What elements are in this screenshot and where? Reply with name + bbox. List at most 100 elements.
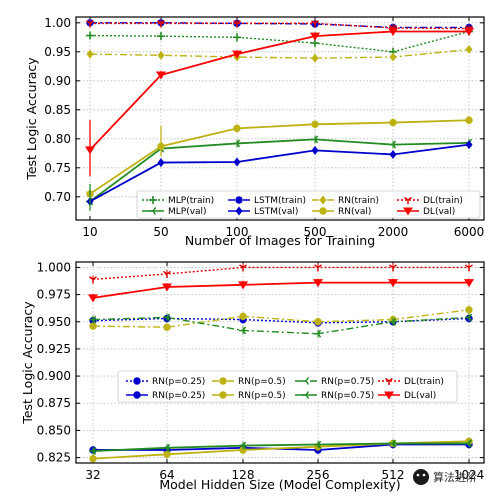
data-point [88,294,98,303]
y-tick-label: 0.80 [44,132,71,146]
y-tick-label: 0.925 [37,342,71,356]
legend-swatch-marker [149,207,157,215]
data-point [310,32,320,41]
legend-entry: DL(train) [378,377,444,387]
data-point [389,317,397,326]
panel-training-size: 0.70 0.75 0.80 0.85 0.90 0.95 1.00 10 50 100 500 20… [24,16,485,248]
legend-label: DL(val) [423,207,455,217]
legend-swatch-marker [404,196,412,204]
legend-swatch-marker [302,377,310,385]
data-point [314,318,322,326]
legend: MLP(train)MLP(val) LSTM(train)LSTM(val) RN… [136,190,481,219]
data-point [163,443,171,452]
data-point [389,149,397,159]
legend-entry: DL(val) [378,391,436,401]
series-line [90,22,470,30]
series-line [89,30,470,53]
data-point [465,140,473,150]
series-lstm-val- [86,140,473,206]
wechat-icon-eye-right [422,473,426,477]
data-point [389,264,397,272]
x-tick-label: 512 [382,468,405,482]
data-point [464,279,474,288]
data-point [311,135,319,144]
series-line [92,281,469,299]
wechat-icon [413,469,429,485]
legend-swatch-marker [149,196,157,204]
series-line [89,119,470,195]
series-rn-p-0-75- [89,439,473,456]
data-point [239,264,247,272]
data-point [239,326,247,335]
x-tick-label: 32 [85,468,100,482]
data-point [464,28,474,36]
series-line [89,143,470,203]
legend-entry: RN(val) [312,207,371,217]
legend-label: RN(p=0.25) [152,391,205,401]
legend-label: DL(train) [423,196,463,206]
data-point [157,50,165,60]
legend-swatch-marker [384,391,394,400]
x-tick-label: 1024 [454,468,485,482]
data-point [313,279,323,288]
data-point [156,71,166,80]
y-tick-label: 1.000 [37,260,71,274]
data-point [388,28,398,36]
axes-frame [75,16,485,221]
axes-frame [75,261,485,464]
data-point [89,276,97,284]
legend-entry: LSTM(train) [228,196,306,206]
legend-swatch-marker [302,391,310,399]
data-point [163,313,171,322]
data-point [465,313,473,322]
data-point [389,52,397,62]
data-point [465,264,473,272]
legend-entry: RN(train) [312,195,379,206]
series-rn-p-0-25- [89,314,473,327]
series-rn-p-0-75- [89,313,473,338]
panel-hidden-size: 0.825 0.850 0.875 0.900 0.925 0.950 0.975 1.000… [20,260,485,492]
legend-label: RN(p=0.75) [321,391,374,401]
legend-label: RN(p=0.75) [321,377,374,387]
legend-entry: DL(train) [397,196,463,206]
series-lstm-train- [86,18,473,32]
data-point [311,145,319,155]
legend-entry: RN(p=0.75) [295,391,374,401]
y-tick-label: 0.900 [37,369,71,383]
data-point [86,49,94,59]
legend-label: RN(p=0.5) [238,391,286,401]
series-line [92,266,469,281]
data-point [157,32,165,41]
y-tick-label: 0.825 [37,451,71,465]
data-point [314,264,322,272]
legend-label: RN(p=0.5) [238,377,286,387]
legend-label: RN(train) [338,196,379,206]
data-point [311,53,319,63]
series-rn-p-0-5- [89,305,473,332]
data-point [465,116,473,124]
data-point [157,20,165,28]
legend-box [117,370,458,403]
data-point [389,439,397,448]
series-line [92,317,470,324]
data-point [314,440,322,449]
series-rn-val- [86,116,473,198]
legend-entry: DL(val) [397,207,455,217]
data-point [89,322,97,330]
x-axis-label: Model Hidden Size (Model Complexity) [159,477,400,492]
y-tick-label: 0.875 [37,396,71,410]
legend-swatch-marker [219,391,227,399]
legend-label: RN(p=0.25) [152,377,205,387]
legend-label: MLP(train) [168,196,214,206]
data-point [86,20,94,28]
legend-label: LSTM(val) [254,207,298,217]
y-axis-label: Test Logic Accuracy [24,57,39,181]
x-tick-label: 50 [153,225,168,239]
x-tick-label: 500 [304,225,327,239]
legend-entry: RN(p=0.25) [126,391,205,401]
data-point [465,306,473,314]
legend-swatch-marker [133,377,141,385]
data-point [239,441,247,450]
